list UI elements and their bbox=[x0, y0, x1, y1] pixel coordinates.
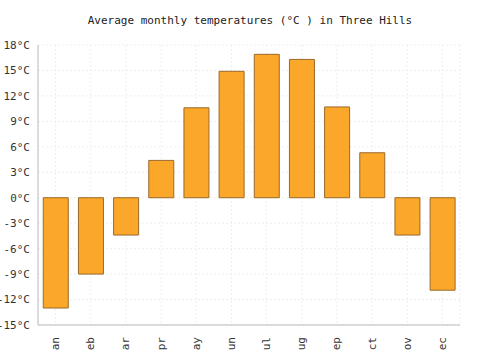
svg-text:18°C: 18°C bbox=[8, 39, 30, 52]
svg-text:15°C: 15°C bbox=[8, 64, 30, 77]
svg-text:Feb: Feb bbox=[84, 337, 97, 350]
svg-text:12°C: 12°C bbox=[8, 90, 30, 103]
svg-text:-12°C: -12°C bbox=[8, 293, 30, 306]
svg-text:Aug: Aug bbox=[295, 337, 308, 350]
svg-text:6°C: 6°C bbox=[10, 141, 30, 154]
svg-text:-9°C: -9°C bbox=[8, 268, 30, 281]
svg-text:Oct: Oct bbox=[366, 337, 379, 350]
svg-text:-15°C: -15°C bbox=[8, 319, 30, 332]
svg-text:Mar: Mar bbox=[119, 337, 132, 350]
svg-text:Nov: Nov bbox=[401, 337, 414, 350]
svg-text:Apr: Apr bbox=[155, 337, 168, 350]
svg-text:0°C: 0°C bbox=[10, 192, 30, 205]
svg-text:-3°C: -3°C bbox=[8, 217, 30, 230]
html-text:Average monthly temperatures (: Average monthly temperatures (°C ) in Th… bbox=[87, 14, 413, 27]
svg-text:9°C: 9°C bbox=[10, 115, 30, 128]
svg-text:-6°C: -6°C bbox=[8, 243, 30, 256]
svg-text:Jun: Jun bbox=[225, 337, 238, 350]
svg-text:Sep: Sep bbox=[330, 337, 343, 350]
svg-text:Jul: Jul bbox=[260, 337, 273, 350]
svg-text:3°C: 3°C bbox=[10, 166, 30, 179]
svg-text:Jan: Jan bbox=[49, 337, 62, 350]
svg-text:May: May bbox=[190, 337, 203, 350]
svg-text:Dec: Dec bbox=[436, 337, 449, 350]
